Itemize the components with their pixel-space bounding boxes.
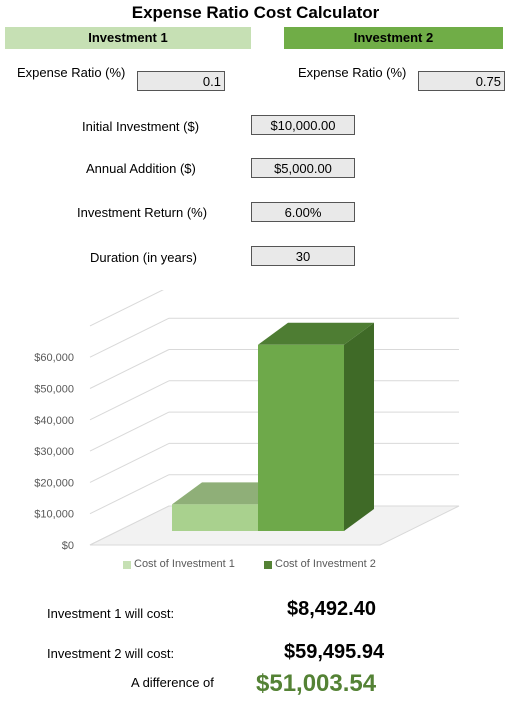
- initial-investment-field[interactable]: $10,000.00: [251, 115, 355, 135]
- page-title: Expense Ratio Cost Calculator: [131, 3, 380, 22]
- y-tick-label: $40,000: [34, 415, 74, 427]
- y-tick-label: $60,000: [34, 352, 74, 364]
- expense-ratio-2-label: Expense Ratio (%): [298, 65, 407, 80]
- legend-label-investment-1: Cost of Investment 1: [134, 558, 235, 570]
- gridline-side: [89, 380, 170, 421]
- y-tick-label: $30,000: [34, 446, 74, 458]
- legend-swatch-investment-1: [123, 561, 131, 569]
- gridline-side: [89, 349, 170, 389]
- y-tick-label: $10,000: [34, 509, 74, 521]
- y-tick-label: $0: [62, 540, 74, 552]
- difference-value: $51,003.54: [256, 670, 377, 697]
- bar-side-2: [344, 322, 374, 531]
- expense-ratio-1-field[interactable]: 0.1: [137, 71, 225, 91]
- difference-label: A difference of: [131, 675, 214, 690]
- y-tick-label: $50,000: [34, 384, 74, 396]
- investment-1-header: Investment 1: [5, 27, 251, 49]
- gridline-side: [89, 411, 170, 452]
- annual-addition-label: Annual Addition ($): [86, 161, 196, 176]
- investment-2-cost-label: Investment 2 will cost:: [47, 646, 175, 661]
- annual-addition-field[interactable]: $5,000.00: [251, 158, 355, 178]
- expense-ratio-2-field[interactable]: 0.75: [418, 71, 505, 91]
- bar-top-2: [258, 322, 374, 345]
- y-tick-label: $20,000: [34, 477, 74, 489]
- gridline-side: [89, 442, 170, 483]
- gridline-side: [89, 290, 164, 327]
- legend-label-investment-2: Cost of Investment 2: [275, 558, 376, 570]
- expense-cost-chart: $0 $10,000 $20,000 $30,000 $40,000 $50,000 $60…: [34, 290, 460, 552]
- duration-label: Duration (in years): [90, 250, 197, 265]
- duration-field[interactable]: 30: [251, 246, 355, 266]
- gridline-side: [89, 317, 170, 358]
- investment-2-cost-value: $59,495.94: [284, 641, 385, 663]
- legend-swatch-investment-2: [264, 561, 272, 569]
- bar-1: [172, 504, 260, 531]
- investment-2-header: Investment 2: [284, 27, 503, 49]
- bar-2: [258, 344, 344, 531]
- initial-investment-label: Initial Investment ($): [82, 119, 200, 134]
- gridline-side: [89, 474, 170, 515]
- expense-ratio-1-label: Expense Ratio (%): [17, 65, 126, 80]
- investment-return-field[interactable]: 6.00%: [251, 202, 355, 222]
- investment-1-cost-label: Investment 1 will cost:: [47, 606, 175, 621]
- investment-1-cost-value: $8,492.40: [287, 598, 376, 620]
- investment-return-label: Investment Return (%): [77, 205, 208, 220]
